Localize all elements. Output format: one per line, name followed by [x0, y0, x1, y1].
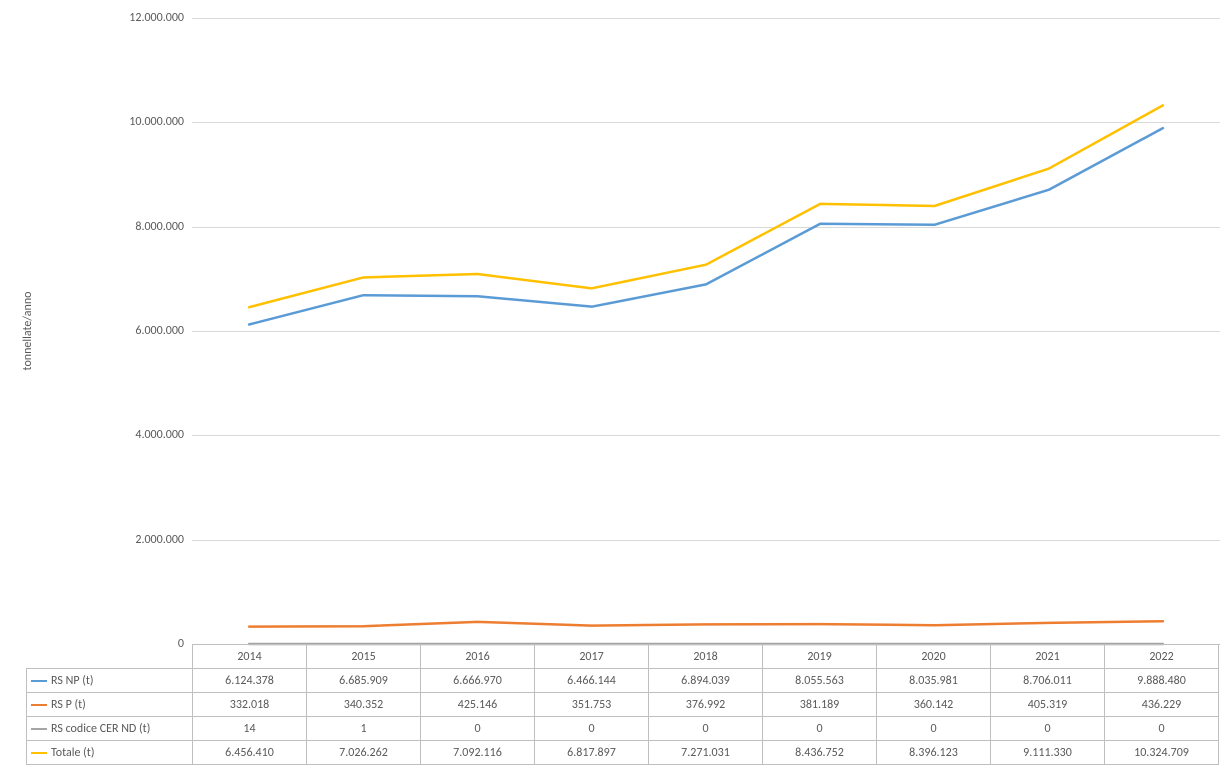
data-cell: 9.888.480: [1105, 669, 1219, 693]
series-label: Totale (t): [27, 741, 193, 765]
series-name: RS NP (t): [51, 674, 94, 688]
data-cell: 332.018: [193, 693, 307, 717]
series-line-0: [249, 128, 1163, 324]
data-cell: 14: [193, 717, 307, 741]
series-name: RS codice CER ND (t): [51, 722, 150, 736]
data-cell: 8.436.752: [763, 741, 877, 765]
table-row: Totale (t) 6.456.4107.026.2627.092.1166.8…: [27, 741, 1219, 765]
data-cell: 351.753: [535, 693, 649, 717]
data-cell: 436.229: [1105, 693, 1219, 717]
data-cell: 8.396.123: [877, 741, 991, 765]
category-header: 2019: [763, 645, 877, 669]
series-label: RS NP (t): [27, 669, 193, 693]
data-cell: 7.271.031: [649, 741, 763, 765]
category-header: 2015: [307, 645, 421, 669]
series-line-3: [249, 105, 1163, 307]
table-row: RS NP (t) 6.124.3786.685.9096.666.9706.46…: [27, 669, 1219, 693]
data-cell: 1: [307, 717, 421, 741]
y-tick-label: 10.000.000: [129, 115, 192, 129]
data-cell: 405.319: [991, 693, 1105, 717]
y-tick-label: 12.000.000: [129, 11, 192, 25]
series-label: RS P (t): [27, 693, 193, 717]
data-cell: 8.055.563: [763, 669, 877, 693]
data-cell: 6.685.909: [307, 669, 421, 693]
data-cell: 381.189: [763, 693, 877, 717]
table-row: RS codice CER ND (t)1410000000: [27, 717, 1219, 741]
data-cell: 8.035.981: [877, 669, 991, 693]
data-cell: 6.666.970: [421, 669, 535, 693]
data-cell: 425.146: [421, 693, 535, 717]
legend-color-dash: [31, 728, 47, 730]
line-chart: tonnellate/anno 02.000.0004.000.0006.000…: [0, 0, 1231, 772]
data-cell: 7.092.116: [421, 741, 535, 765]
legend-color-dash: [31, 704, 47, 706]
table-corner: [27, 645, 193, 669]
data-cell: 6.466.144: [535, 669, 649, 693]
data-cell: 376.992: [649, 693, 763, 717]
table-header-row: 201420152016201720182019202020212022: [27, 645, 1219, 669]
y-tick-label: 4.000.000: [135, 428, 192, 442]
data-cell: 0: [535, 717, 649, 741]
series-name: Totale (t): [51, 746, 94, 760]
data-cell: 6.456.410: [193, 741, 307, 765]
data-cell: 0: [763, 717, 877, 741]
data-cell: 6.894.039: [649, 669, 763, 693]
data-cell: 9.111.330: [991, 741, 1105, 765]
y-tick-label: 2.000.000: [135, 533, 192, 547]
data-cell: 10.324.709: [1105, 741, 1219, 765]
legend-color-dash: [31, 752, 47, 754]
data-cell: 0: [421, 717, 535, 741]
data-cell: 0: [649, 717, 763, 741]
table-row: RS P (t) 332.018340.352425.146351.753376.…: [27, 693, 1219, 717]
category-header: 2022: [1105, 645, 1219, 669]
category-header: 2017: [535, 645, 649, 669]
y-axis-title: tonnellate/anno: [21, 292, 35, 371]
data-cell: 0: [877, 717, 991, 741]
data-cell: 6.124.378: [193, 669, 307, 693]
y-tick-label: 8.000.000: [135, 220, 192, 234]
data-cell: 0: [991, 717, 1105, 741]
legend-color-dash: [31, 680, 47, 682]
data-table: 201420152016201720182019202020212022RS N…: [26, 644, 1219, 765]
series-line-1: [249, 621, 1163, 626]
data-cell: 7.026.262: [307, 741, 421, 765]
category-header: 2020: [877, 645, 991, 669]
category-header: 2021: [991, 645, 1105, 669]
category-header: 2016: [421, 645, 535, 669]
series-label: RS codice CER ND (t): [27, 717, 193, 741]
category-header: 2014: [193, 645, 307, 669]
plot-area: 02.000.0004.000.0006.000.0008.000.00010.…: [192, 18, 1220, 644]
data-cell: 0: [1105, 717, 1219, 741]
data-cell: 8.706.011: [991, 669, 1105, 693]
data-cell: 340.352: [307, 693, 421, 717]
data-cell: 6.817.897: [535, 741, 649, 765]
data-cell: 360.142: [877, 693, 991, 717]
y-tick-label: 6.000.000: [135, 324, 192, 338]
series-lines: [192, 18, 1220, 644]
category-header: 2018: [649, 645, 763, 669]
series-name: RS P (t): [51, 698, 86, 712]
